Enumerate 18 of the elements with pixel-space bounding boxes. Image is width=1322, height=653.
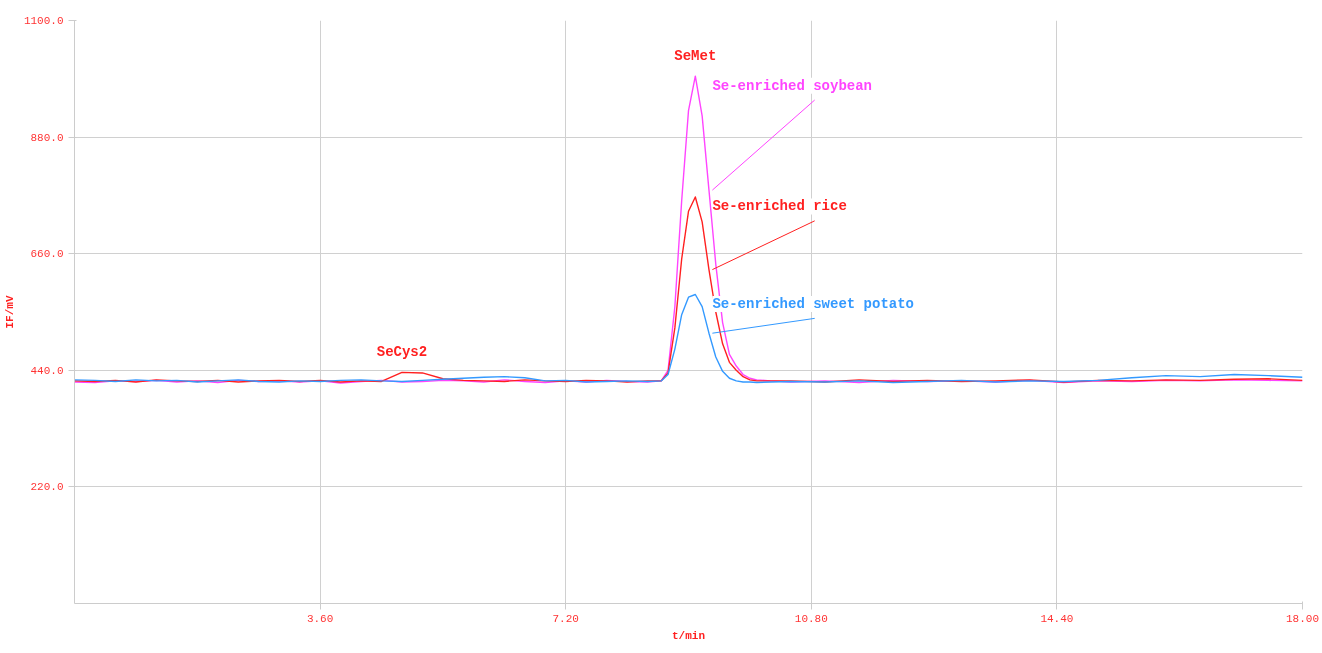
y-tick-label: 880.0 bbox=[30, 131, 64, 144]
series-label: Se-enriched sweet potato bbox=[712, 296, 915, 312]
x-axis-title: t/min bbox=[672, 629, 706, 642]
x-tick-label: 3.60 bbox=[306, 612, 334, 625]
x-tick-label: 14.40 bbox=[1040, 612, 1074, 625]
y-tick-label: 440.0 bbox=[30, 364, 64, 377]
line-series bbox=[74, 293, 1303, 384]
y-tick-label: 1100.0 bbox=[23, 15, 64, 27]
y-tick-label: 660.0 bbox=[30, 248, 64, 261]
x-tick-label: 18.00 bbox=[1286, 612, 1320, 625]
y-tick-label: 220.0 bbox=[30, 481, 64, 494]
y-axis-title: IF/mV bbox=[3, 295, 16, 329]
x-tick-label: 7.20 bbox=[552, 612, 579, 625]
series-label: Se-enriched soybean bbox=[712, 77, 873, 94]
annotation: SeMet bbox=[674, 48, 717, 65]
annotation: SeCys2 bbox=[376, 344, 428, 361]
x-tick-label: 10.80 bbox=[794, 612, 828, 625]
series-label: Se-enriched rice bbox=[712, 198, 847, 215]
